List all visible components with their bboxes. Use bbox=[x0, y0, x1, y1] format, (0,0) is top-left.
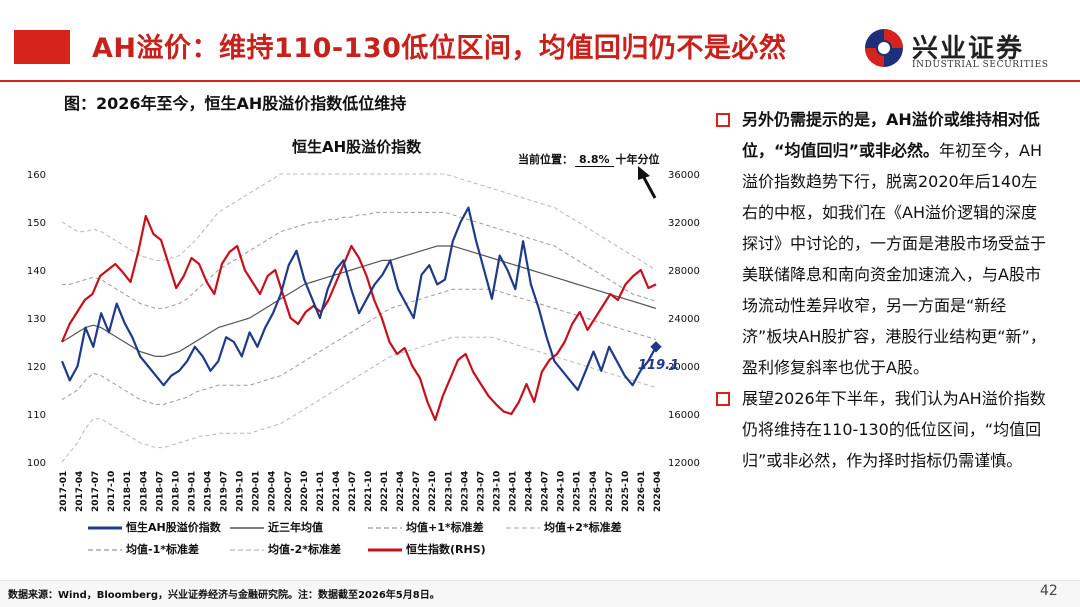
logo-chinese-name: 兴业证券 bbox=[912, 34, 1025, 64]
percentile-annotation: 当前位置： 8.8% 十年分位 bbox=[518, 151, 660, 167]
legend-label-minus2: 均值-2*标准差 bbox=[268, 543, 341, 556]
annotation-arrow-icon bbox=[638, 166, 657, 199]
commentary-1-body: 年初至今，AH溢价指数趋势下行，脱离2020年后140左右的中枢，如我们在《AH… bbox=[742, 141, 1047, 377]
x-tick-label: 2019-10 bbox=[236, 471, 246, 512]
y-axis-right: 12000 16000 20000 24000 28000 32000 36000 bbox=[668, 170, 700, 469]
x-tick-label: 2018-04 bbox=[139, 471, 149, 512]
x-tick-label: 2019-01 bbox=[187, 471, 197, 512]
y-left-tick-label: 140 bbox=[27, 266, 46, 277]
y-right-tick-label: 24000 bbox=[668, 314, 700, 325]
chart-legend: 恒生AH股溢价指数 近三年均值 均值+1*标准差 均值+2*标准差 均值-1*标… bbox=[88, 520, 688, 560]
x-tick-label: 2022-04 bbox=[396, 471, 406, 512]
y-right-tick-label: 32000 bbox=[668, 218, 700, 229]
x-tick-label: 2026-01 bbox=[637, 471, 647, 512]
x-tick-label: 2021-07 bbox=[348, 471, 358, 512]
annotation-value: 8.8% bbox=[575, 153, 614, 167]
x-tick-label: 2022-07 bbox=[412, 471, 422, 512]
legend-label-hsi: 恒生指数(RHS) bbox=[406, 543, 486, 556]
company-logo: 兴业证券 INDUSTRIAL SECURITIES bbox=[862, 26, 1062, 76]
x-tick-label: 2024-10 bbox=[557, 471, 567, 512]
x-tick-label: 2017-07 bbox=[91, 471, 101, 512]
x-tick-label: 2022-10 bbox=[428, 471, 438, 512]
x-tick-label: 2021-01 bbox=[316, 471, 326, 512]
last-value-label: 119.1 bbox=[638, 358, 679, 373]
legend-label-minus1: 均值-1*标准差 bbox=[126, 543, 199, 556]
page-title: AH溢价：维持110-130低位区间，均值回归仍不是必然 bbox=[92, 33, 787, 64]
x-tick-label: 2024-04 bbox=[525, 471, 535, 512]
commentary-paragraph-1: 另外仍需提示的是，AH溢价或维持相对低位，“均值回归”或非必然。年初至今，AH溢… bbox=[716, 104, 1046, 383]
x-axis: 2017-01 2017-04 2017-07 2017-10 2018-01 2018-… bbox=[59, 471, 663, 512]
series-line-1 bbox=[61, 245, 657, 357]
y-left-tick-label: 150 bbox=[27, 218, 46, 229]
header-divider bbox=[0, 80, 1080, 82]
square-bullet-icon bbox=[716, 113, 730, 127]
x-tick-label: 2024-07 bbox=[541, 471, 551, 512]
series-line-6 bbox=[60, 214, 657, 422]
x-tick-label: 2024-01 bbox=[509, 471, 519, 512]
data-source-note: 数据来源：Wind，Bloomberg，兴业证券经济与金融研究院。注：数据截至2… bbox=[8, 590, 440, 601]
y-right-tick-label: 20000 bbox=[668, 362, 700, 373]
x-tick-label: 2020-01 bbox=[252, 471, 262, 512]
x-tick-label: 2018-07 bbox=[155, 471, 165, 512]
square-bullet-icon bbox=[716, 392, 730, 406]
x-tick-label: 2023-04 bbox=[460, 471, 470, 512]
series-line-0 bbox=[60, 206, 657, 392]
y-right-tick-label: 36000 bbox=[668, 170, 700, 181]
last-point-marker bbox=[650, 341, 662, 353]
commentary-panel: 另外仍需提示的是，AH溢价或维持相对低位，“均值回归”或非必然。年初至今，AH溢… bbox=[716, 104, 1046, 476]
y-left-tick-label: 130 bbox=[27, 314, 46, 325]
footer-bar bbox=[0, 580, 1080, 607]
legend-label-ah: 恒生AH股溢价指数 bbox=[126, 521, 221, 534]
annotation-suffix: 十年分位 bbox=[615, 153, 660, 166]
x-tick-label: 2020-04 bbox=[268, 471, 278, 512]
x-tick-label: 2023-10 bbox=[492, 471, 502, 512]
x-tick-label: 2021-10 bbox=[364, 471, 374, 512]
x-tick-label: 2021-04 bbox=[332, 471, 342, 512]
x-tick-label: 2022-01 bbox=[380, 471, 390, 512]
legend-label-plus1: 均值+1*标准差 bbox=[406, 521, 484, 534]
x-tick-label: 2019-07 bbox=[220, 471, 230, 512]
y-left-tick-label: 110 bbox=[27, 410, 46, 421]
x-tick-label: 2023-07 bbox=[476, 471, 486, 512]
x-tick-label: 2023-01 bbox=[444, 471, 454, 512]
x-tick-label: 2018-10 bbox=[171, 471, 181, 512]
x-tick-label: 2019-04 bbox=[203, 471, 213, 512]
series-line-2 bbox=[62, 211, 657, 309]
legend-label-plus2: 均值+2*标准差 bbox=[544, 521, 622, 534]
figure-caption: 图：2026年至今，恒生AH股溢价指数低位维持 bbox=[64, 94, 407, 113]
legend-label-mean: 近三年均值 bbox=[268, 521, 323, 534]
chart-title: 恒生AH股溢价指数 bbox=[292, 138, 422, 156]
y-left-tick-label: 100 bbox=[27, 458, 46, 469]
series-layer bbox=[60, 173, 662, 463]
series-line-4 bbox=[61, 288, 657, 405]
y-axis-left: 100 110 120 130 140 150 160 bbox=[27, 170, 46, 469]
y-right-tick-label: 16000 bbox=[668, 410, 700, 421]
annotation-prefix: 当前位置： bbox=[518, 153, 573, 166]
x-tick-label: 2025-10 bbox=[621, 471, 631, 512]
title-accent-block bbox=[14, 30, 70, 64]
x-tick-label: 2018-01 bbox=[123, 471, 133, 512]
x-tick-label: 2026-04 bbox=[653, 471, 663, 512]
x-tick-label: 2025-07 bbox=[605, 471, 615, 512]
x-tick-label: 2025-01 bbox=[573, 471, 583, 512]
x-tick-label: 2020-07 bbox=[284, 471, 294, 512]
y-left-tick-label: 160 bbox=[27, 170, 46, 181]
x-tick-label: 2017-01 bbox=[59, 471, 69, 512]
page-number: 42 bbox=[1040, 583, 1058, 599]
x-tick-label: 2017-10 bbox=[107, 471, 117, 512]
y-right-tick-label: 28000 bbox=[668, 266, 700, 277]
logo-mark-icon bbox=[865, 29, 903, 67]
series-line-5 bbox=[61, 336, 657, 463]
commentary-1-highlight: 另外仍需提示的是，AH溢价或维持相对低位，“均值回归”或非必然。 bbox=[742, 110, 1040, 160]
x-tick-label: 2020-10 bbox=[300, 471, 310, 512]
x-tick-label: 2025-04 bbox=[589, 471, 599, 512]
commentary-paragraph-2: 展望2026年下半年，我们认为AH溢价指数仍将维持在110-130的低位区间，“… bbox=[716, 383, 1046, 476]
y-left-tick-label: 120 bbox=[27, 362, 46, 373]
commentary-2-body: 展望2026年下半年，我们认为AH溢价指数仍将维持在110-130的低位区间，“… bbox=[742, 389, 1046, 470]
logo-english-name: INDUSTRIAL SECURITIES bbox=[912, 60, 1049, 70]
y-right-tick-label: 12000 bbox=[668, 458, 700, 469]
x-tick-label: 2017-04 bbox=[75, 471, 85, 512]
series-line-3 bbox=[61, 173, 657, 271]
